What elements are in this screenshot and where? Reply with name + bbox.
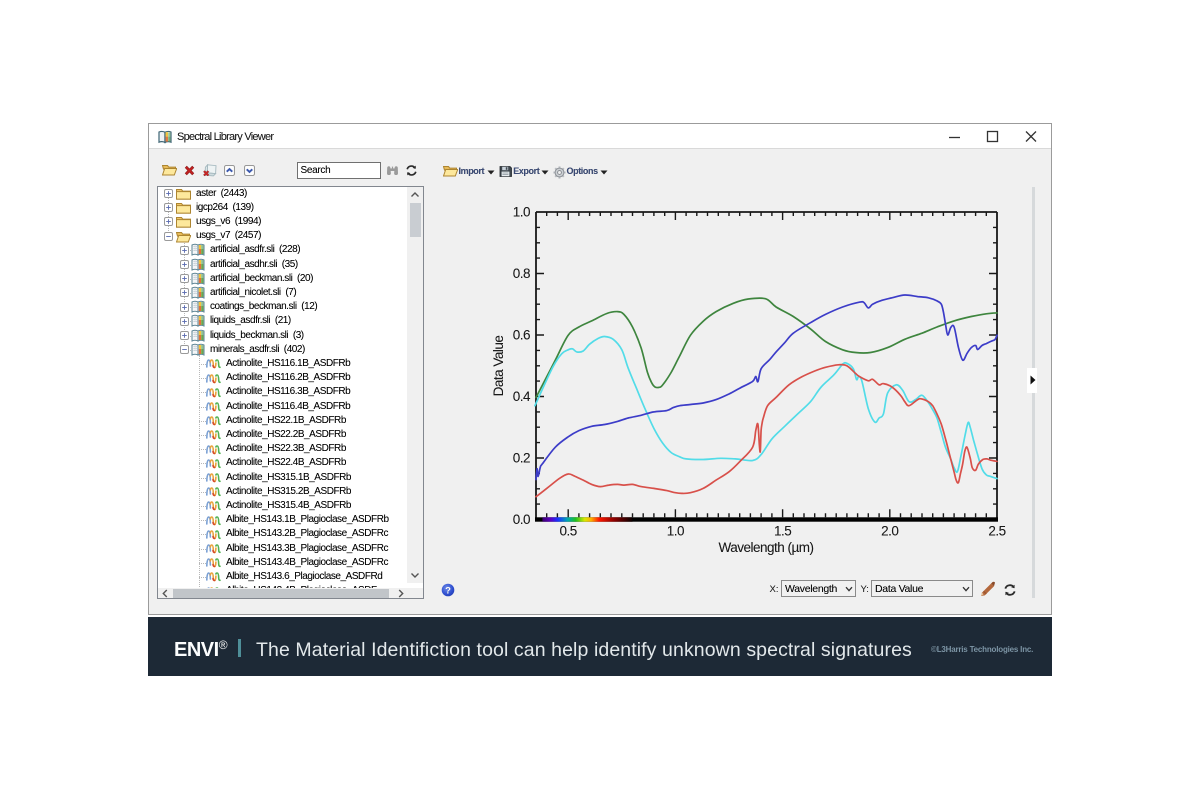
svg-text:2.5: 2.5: [988, 524, 1005, 539]
svg-text:1.0: 1.0: [513, 205, 530, 220]
svg-text:0.8: 0.8: [513, 266, 530, 281]
svg-text:0.4: 0.4: [513, 389, 531, 404]
svg-text:Wavelength (µm): Wavelength (µm): [718, 540, 813, 555]
svg-text:?: ?: [445, 586, 451, 597]
svg-text:0.0: 0.0: [513, 512, 530, 527]
svg-text:0.2: 0.2: [513, 451, 530, 466]
svg-text:0.5: 0.5: [560, 524, 577, 539]
svg-text:0.6: 0.6: [513, 328, 530, 343]
svg-text:2.0: 2.0: [881, 524, 898, 539]
svg-text:1.5: 1.5: [774, 524, 791, 539]
svg-text:Data Value: Data Value: [491, 336, 506, 397]
svg-text:1.0: 1.0: [667, 524, 684, 539]
